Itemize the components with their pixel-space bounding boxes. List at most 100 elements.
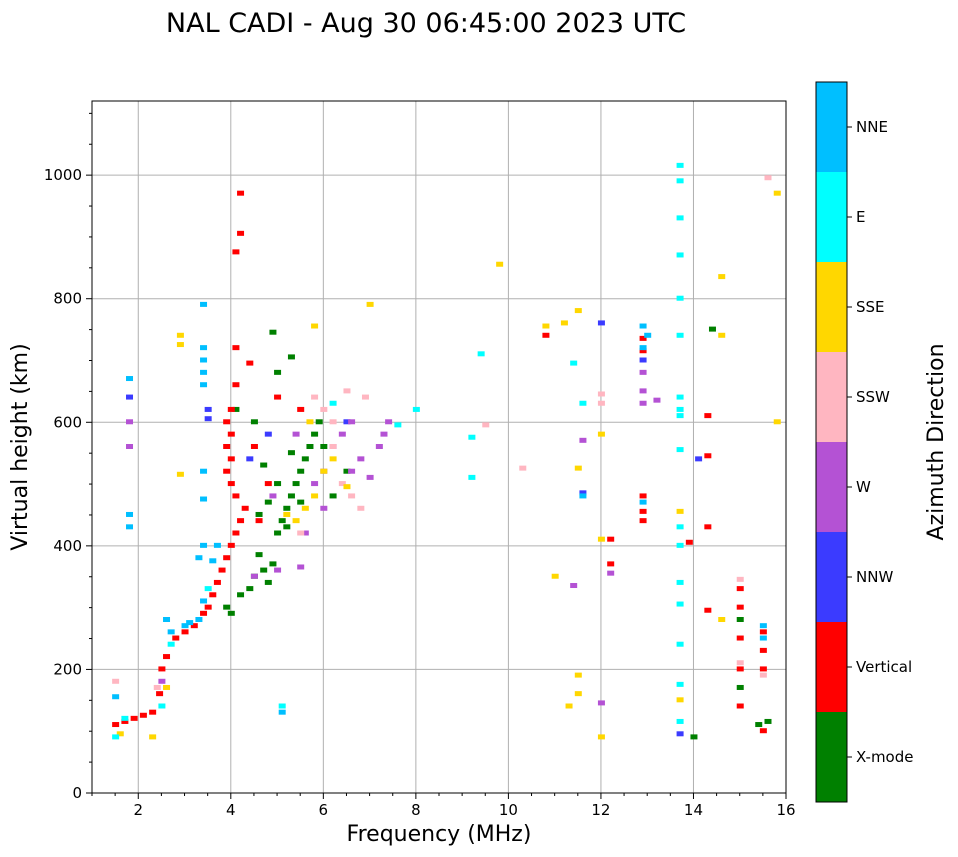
data-point xyxy=(348,493,356,499)
x-tick-label: 14 xyxy=(684,801,703,819)
data-point xyxy=(232,493,240,499)
data-point xyxy=(227,431,235,437)
colorbar-swatch xyxy=(816,352,847,442)
data-point xyxy=(676,394,684,400)
data-point xyxy=(736,576,744,582)
data-point xyxy=(565,703,573,709)
data-point xyxy=(676,162,684,168)
data-point xyxy=(736,604,744,610)
data-point xyxy=(551,573,559,579)
data-point xyxy=(172,635,180,641)
data-point xyxy=(343,484,351,490)
data-point xyxy=(232,249,240,255)
data-point xyxy=(311,493,319,499)
data-point xyxy=(227,481,235,487)
x-tick-label: 8 xyxy=(411,801,421,819)
series-nnw xyxy=(126,320,703,737)
colorbar-title: Azimuth Direction xyxy=(924,343,949,540)
data-point xyxy=(223,419,231,425)
data-point xyxy=(644,332,652,338)
data-point xyxy=(112,694,120,700)
data-point xyxy=(200,382,208,388)
data-point xyxy=(639,348,647,354)
data-point xyxy=(685,539,693,545)
data-point xyxy=(250,419,258,425)
data-point xyxy=(167,641,175,647)
data-point xyxy=(204,604,212,610)
data-point xyxy=(158,703,166,709)
data-point xyxy=(283,505,291,511)
data-point xyxy=(718,274,726,280)
data-point xyxy=(227,610,235,616)
data-point xyxy=(297,530,305,536)
data-point xyxy=(570,360,578,366)
data-point xyxy=(237,518,245,524)
data-point xyxy=(329,400,337,406)
data-point xyxy=(306,444,314,449)
data-point xyxy=(759,623,767,629)
series-nne xyxy=(112,301,767,715)
data-point xyxy=(156,691,164,697)
data-point xyxy=(676,413,684,419)
data-point xyxy=(357,456,365,462)
data-point xyxy=(241,505,249,511)
data-point xyxy=(255,552,263,558)
data-point xyxy=(176,332,184,338)
data-points-layer xyxy=(112,162,781,740)
data-point xyxy=(200,345,208,351)
data-point xyxy=(311,431,319,437)
data-point xyxy=(343,468,351,474)
data-point xyxy=(380,431,388,437)
data-point xyxy=(297,564,305,570)
colorbar-swatch xyxy=(816,532,847,622)
data-point xyxy=(653,397,661,403)
data-point xyxy=(255,518,263,524)
data-point xyxy=(301,505,309,511)
data-point xyxy=(181,629,189,635)
data-point xyxy=(542,332,550,338)
data-point xyxy=(639,369,647,375)
data-point xyxy=(204,586,212,592)
data-point xyxy=(163,617,171,622)
data-point xyxy=(278,709,286,715)
data-point xyxy=(163,654,171,660)
data-point xyxy=(597,536,605,542)
colorbar-frame xyxy=(815,81,848,803)
data-point xyxy=(366,301,374,307)
colorbar-label: NNW xyxy=(856,568,893,586)
data-point xyxy=(237,230,245,236)
data-point xyxy=(639,400,647,406)
data-point xyxy=(736,684,744,690)
data-point xyxy=(311,323,319,329)
x-tick-label: 2 xyxy=(133,801,143,819)
data-point xyxy=(343,419,351,425)
data-point xyxy=(227,456,235,462)
data-point xyxy=(676,641,684,647)
data-point xyxy=(260,462,268,468)
data-point xyxy=(227,542,235,548)
data-point xyxy=(676,731,684,737)
data-point xyxy=(676,252,684,258)
data-point xyxy=(311,394,319,400)
data-point xyxy=(695,456,703,462)
data-point xyxy=(269,561,277,567)
data-point xyxy=(237,190,245,196)
data-point xyxy=(394,422,402,428)
data-point xyxy=(496,261,504,267)
data-point xyxy=(570,583,578,589)
data-point xyxy=(181,623,189,629)
data-point xyxy=(287,450,295,456)
data-point xyxy=(639,323,647,329)
data-point xyxy=(116,731,124,737)
data-point xyxy=(676,447,684,453)
data-point xyxy=(297,468,305,474)
data-point xyxy=(232,382,240,388)
data-point xyxy=(250,573,258,579)
series-ssw xyxy=(112,175,772,690)
data-point xyxy=(292,518,300,524)
data-point xyxy=(639,335,647,341)
data-point xyxy=(773,190,781,196)
data-point xyxy=(320,468,328,474)
data-point xyxy=(176,471,184,477)
y-tick-label: 0 xyxy=(72,784,82,802)
